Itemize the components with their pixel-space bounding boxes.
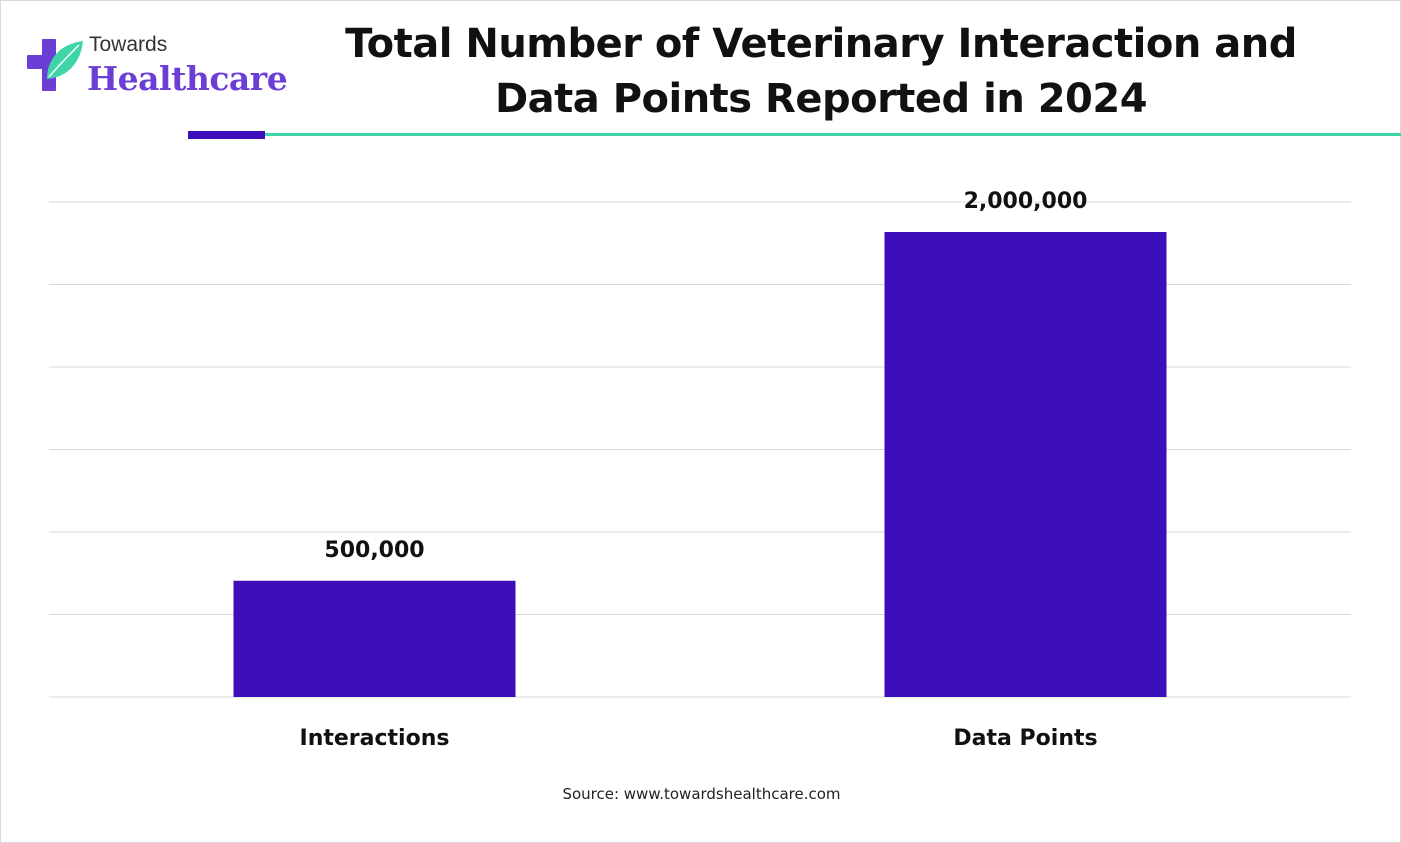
bar-interactions	[233, 580, 516, 697]
brand-towards: Towards	[89, 33, 168, 56]
title-accent-bar	[188, 131, 265, 139]
plus-leaf-icon	[27, 39, 83, 91]
chart-title-line-1: Total Number of Veterinary Interaction a…	[345, 21, 1297, 67]
bar-data-points	[884, 232, 1167, 697]
brand-logo: Towards Healthcare	[27, 31, 288, 101]
chart-title-line-2: Data Points Reported in 2024	[494, 76, 1148, 122]
data-label: 500,000	[324, 538, 424, 563]
chart-title: Total Number of Veterinary Interaction a…	[331, 17, 1311, 127]
x-tick-label: Interactions	[300, 726, 450, 751]
title-divider	[265, 133, 1401, 136]
bar-chart: 500,000 Interactions 2,000,000 Data Points	[49, 189, 1351, 751]
brand-healthcare: Healthcare	[87, 59, 288, 98]
x-tick-label: Data Points	[953, 726, 1097, 751]
source-note: Source: www.towardshealthcare.com	[562, 785, 841, 803]
data-label: 2,000,000	[964, 189, 1088, 214]
